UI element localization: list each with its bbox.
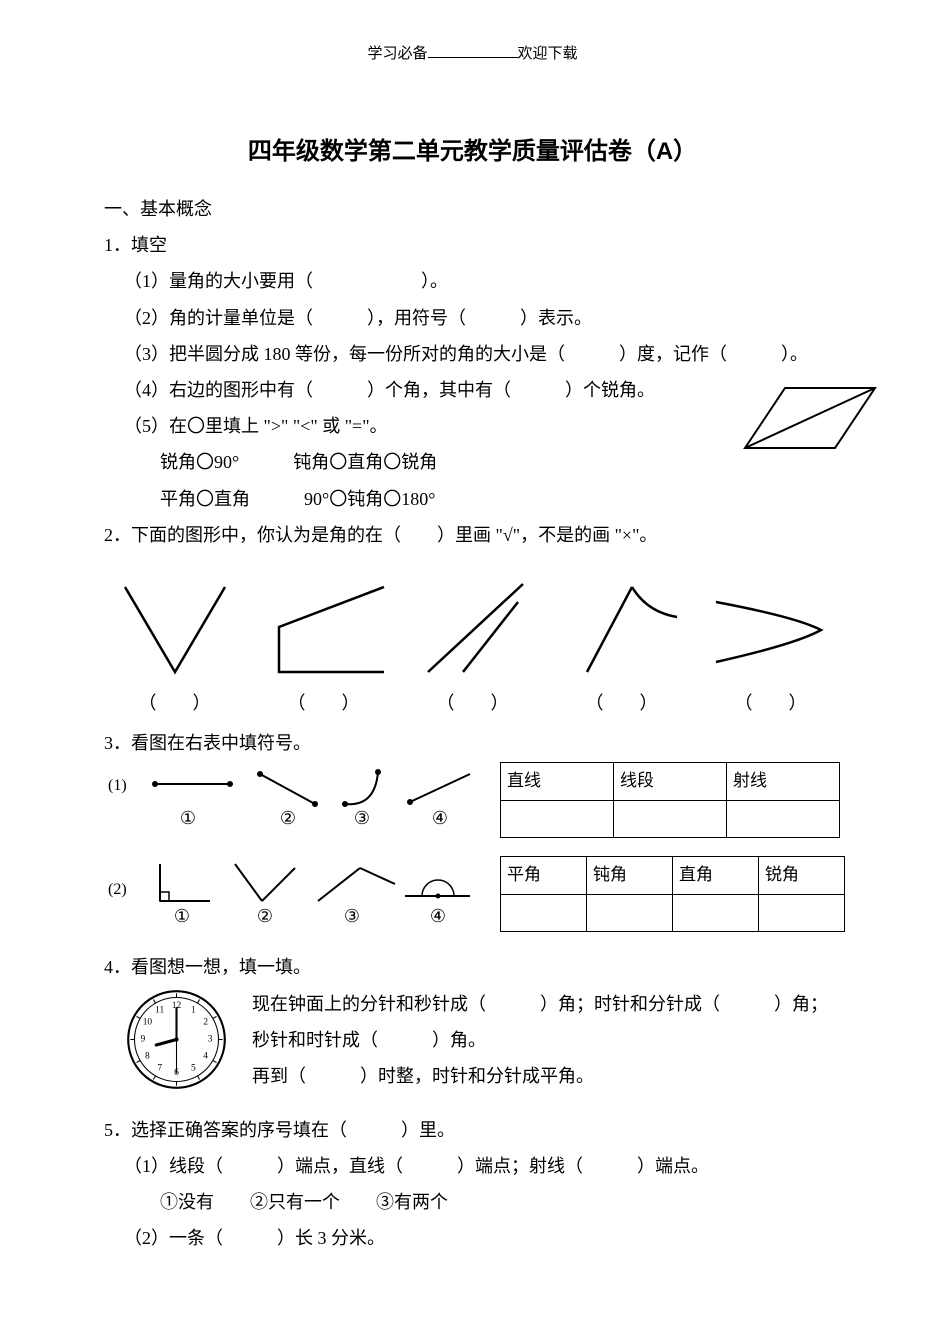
svg-text:7: 7	[157, 1063, 162, 1073]
svg-text:2: 2	[203, 1017, 208, 1027]
t2c4: 锐角	[759, 857, 845, 894]
parallelogram-figure	[715, 373, 885, 463]
svg-text:④: ④	[430, 906, 446, 926]
q4-text: 现在钟面上的分针和秒针成（ ）角；时针和分针成（ ）角； 秒针和时针成（ ）角。…	[252, 987, 845, 1096]
page-title: 四年级数学第二单元教学质量评估卷（A）	[100, 129, 845, 175]
q4-line3: 再到（ ）时整，时针和分针成平角。	[252, 1059, 845, 1093]
q5-1-opts: ①没有 ②只有一个 ③有两个	[100, 1185, 845, 1219]
q3-row2: (2) ① ② ③ ④	[100, 856, 845, 936]
svg-text:3: 3	[208, 1034, 213, 1044]
t1c3: 射线	[727, 763, 840, 800]
table-row	[501, 894, 845, 931]
t2c3: 直角	[673, 857, 759, 894]
q4-line2: 秒针和时针成（ ）角。	[252, 1023, 845, 1057]
svg-text:③: ③	[354, 808, 370, 828]
t1b3	[727, 800, 840, 837]
q2-shape-4	[547, 562, 696, 682]
t2c2: 钝角	[587, 857, 673, 894]
q4-block: 121234567891011 现在钟面上的分针和秒针成（ ）角；时针和分针成（…	[100, 987, 845, 1103]
t2b4	[759, 894, 845, 931]
svg-text:④: ④	[432, 808, 448, 828]
q1-3: （3）把半圆分成 180 等份，每一份所对的角的大小是（ ）度，记作（ ）。	[100, 337, 845, 371]
svg-text:10: 10	[143, 1017, 153, 1027]
header-blank	[428, 42, 518, 58]
q2-paren-5: （ ）	[696, 686, 845, 720]
q4-label: 4．看图想一想，填一填。	[100, 950, 845, 984]
svg-text:②: ②	[280, 808, 296, 828]
svg-text:8: 8	[145, 1051, 150, 1061]
q2-shape-3	[398, 562, 547, 682]
section-heading: 一、基本概念	[100, 192, 845, 226]
t2b2	[587, 894, 673, 931]
svg-text:1: 1	[191, 1005, 196, 1015]
q2-paren-row: （ ） （ ） （ ） （ ） （ ）	[100, 686, 845, 720]
svg-text:(2): (2)	[108, 881, 127, 898]
q1-2: （2）角的计量单位是（ ），用符号（ ）表示。	[100, 301, 845, 335]
header-left: 学习必备	[367, 46, 427, 62]
q3-label: 3．看图在右表中填符号。	[100, 726, 845, 760]
q4-line1: 现在钟面上的分针和秒针成（ ）角；时针和分针成（ ）角；	[252, 987, 845, 1021]
q2-label: 2．下面的图形中，你认为是角的在（ ）里画 "√"，不是的画 "×"。	[100, 518, 845, 552]
svg-text:③: ③	[344, 906, 360, 926]
q3-row1: (1) ① ② ③ ④	[100, 762, 845, 842]
t1b1	[501, 800, 614, 837]
t2c1: 平角	[501, 857, 587, 894]
q3-row1-figure: (1) ① ② ③ ④	[100, 762, 480, 842]
q3-row2-figure: (2) ① ② ③ ④	[100, 856, 480, 936]
svg-text:4: 4	[203, 1051, 208, 1061]
q2-paren-3: （ ）	[398, 686, 547, 720]
t2b1	[501, 894, 587, 931]
q5-2: （2）一条（ ）长 3 分米。	[100, 1221, 845, 1255]
q2-shape-2	[249, 562, 398, 682]
q2-paren-4: （ ）	[547, 686, 696, 720]
header-right: 欢迎下载	[518, 46, 578, 62]
t1c1: 直线	[501, 763, 614, 800]
clock-figure: 121234567891011	[124, 987, 234, 1103]
q2-paren-2: （ ）	[249, 686, 398, 720]
q1-5c: 平角〇直角 90°〇钝角〇180°	[100, 482, 845, 516]
svg-text:①: ①	[180, 808, 196, 828]
t1b2	[614, 800, 727, 837]
header-note: 学习必备 欢迎下载	[100, 40, 845, 69]
q3-table1: 直线 线段 射线	[500, 762, 840, 838]
t2b3	[673, 894, 759, 931]
table-row	[501, 800, 840, 837]
q1-1: （1）量角的大小要用（ ）。	[100, 264, 845, 298]
q2-shape-1	[100, 562, 249, 682]
svg-text:②: ②	[257, 906, 273, 926]
table-row: 直线 线段 射线	[501, 763, 840, 800]
page: 学习必备 欢迎下载 四年级数学第二单元教学质量评估卷（A） 一、基本概念 1．填空…	[0, 0, 945, 1337]
svg-text:(1): (1)	[108, 777, 127, 794]
svg-text:9: 9	[141, 1034, 146, 1044]
svg-text:5: 5	[191, 1063, 196, 1073]
q2-paren-1: （ ）	[100, 686, 249, 720]
q1-label: 1．填空	[100, 228, 845, 262]
svg-text:11: 11	[155, 1005, 164, 1015]
q2-shape-5	[696, 562, 845, 682]
q3-table2: 平角 钝角 直角 锐角	[500, 856, 845, 932]
q2-shapes-row	[100, 562, 845, 682]
q5-1: （1）线段（ ）端点，直线（ ）端点；射线（ ）端点。	[100, 1149, 845, 1183]
q5-label: 5．选择正确答案的序号填在（ ）里。	[100, 1113, 845, 1147]
table-row: 平角 钝角 直角 锐角	[501, 857, 845, 894]
t1c2: 线段	[614, 763, 727, 800]
svg-text:①: ①	[174, 906, 190, 926]
